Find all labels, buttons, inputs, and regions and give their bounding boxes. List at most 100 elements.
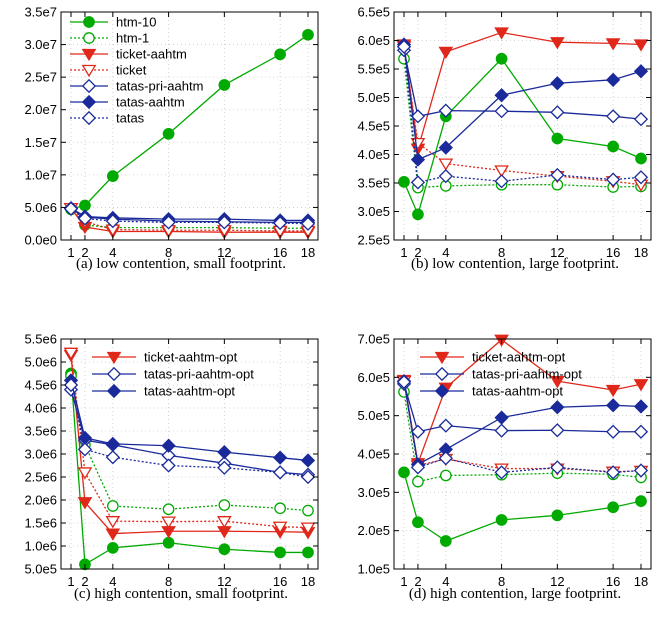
data-point (272, 450, 288, 465)
y-tick-label: 3.0e7 (24, 37, 57, 52)
y-tick-label: 1.5e7 (24, 135, 57, 150)
series (396, 374, 649, 480)
y-tick-label: 3.0e5 (357, 485, 390, 500)
y-tick-label: 5.0e5 (24, 562, 57, 577)
data-point (550, 460, 565, 475)
legend-marker (81, 64, 97, 78)
data-point (605, 109, 621, 124)
data-point (550, 376, 565, 389)
x-tick-label: 18 (301, 245, 315, 260)
y-tick-label: 1.0e5 (357, 562, 390, 577)
x-tick-label: 8 (165, 245, 172, 260)
data-point (494, 88, 509, 103)
data-point (274, 502, 286, 515)
series (396, 43, 649, 127)
legend-marker (81, 78, 97, 94)
data-point (396, 374, 412, 390)
series (396, 39, 649, 190)
data-point (635, 495, 647, 507)
y-tick-label: 2.5e6 (24, 470, 57, 485)
x-tick-label: 4 (109, 245, 116, 260)
y-tick-label: 3.0e6 (24, 447, 57, 462)
y-tick-label: 2.5e7 (24, 70, 57, 85)
chart-panel: 2.5e5 3.0e5 3.5e5 4.0e5 4.5e5 5.0e5 5.5e5 6.0e5… (357, 5, 652, 272)
legend-label: tatas-pri-aahtm-opt (144, 367, 254, 382)
data-point (272, 521, 288, 534)
data-point (439, 535, 452, 547)
y-tick-label: 4.0e6 (24, 401, 57, 416)
series (63, 201, 316, 231)
data-point (300, 216, 316, 231)
y-tick-label: 5.0e6 (24, 200, 57, 215)
data-point (605, 172, 621, 187)
series (63, 377, 316, 485)
data-point (217, 445, 232, 460)
x-tick-label: 4 (442, 574, 449, 589)
series (396, 27, 649, 156)
legend-marker (434, 366, 450, 382)
x-tick-label: 2 (414, 574, 421, 589)
data-point (300, 469, 316, 485)
series-line (403, 46, 642, 184)
series-line (403, 57, 642, 217)
legend-label: ticket-aahtm-opt (472, 350, 566, 365)
legend-marker (106, 383, 122, 399)
x-tick-label: 16 (606, 245, 620, 260)
legend-label: tatas-pri-aahtm (116, 79, 203, 94)
y-tick-label: 4.0e5 (357, 147, 390, 162)
data-point (105, 450, 120, 465)
data-point (63, 377, 79, 393)
data-point (77, 497, 93, 510)
data-point (105, 436, 120, 451)
data-point (438, 46, 454, 60)
data-point (412, 516, 424, 529)
data-point (217, 516, 232, 529)
legend: ticket-aahtm-opt tatas-pri-aahtm-opt tatas… (420, 350, 582, 399)
series-line (403, 58, 642, 189)
x-tick-label: 16 (273, 245, 287, 260)
data-point (633, 64, 649, 79)
data-point (494, 410, 509, 425)
y-tick-label: 2.0e7 (24, 102, 57, 117)
data-point (162, 536, 175, 549)
data-point (438, 103, 453, 118)
data-point (106, 541, 119, 554)
data-point (550, 37, 565, 50)
series (396, 37, 649, 167)
legend-label: tatas-pri-aahtm-opt (472, 367, 582, 382)
series-line (403, 50, 642, 120)
data-point (410, 460, 426, 475)
x-tick-label: 8 (498, 245, 505, 260)
data-point (218, 543, 231, 556)
chart-caption: (b) low contention, large footprint. (411, 256, 619, 272)
y-tick-label: 1.0e6 (24, 539, 57, 554)
legend-marker (81, 48, 97, 62)
y-tick-label: 0.0e0 (24, 233, 57, 248)
x-tick-label: 12 (217, 574, 231, 589)
series (398, 466, 647, 547)
data-point (438, 140, 453, 155)
data-point (63, 347, 79, 360)
x-tick-label: 4 (109, 574, 116, 589)
data-point (494, 27, 509, 40)
data-point (302, 546, 314, 559)
data-point (410, 109, 426, 124)
y-tick-label: 4.0e5 (357, 447, 390, 462)
data-point (550, 167, 565, 183)
legend-label: htm-10 (116, 15, 156, 30)
data-point (494, 465, 509, 480)
data-point (412, 475, 424, 488)
y-tick-label: 6.0e5 (357, 370, 390, 385)
chart-caption: (c) high contention, small footprint. (74, 586, 288, 602)
data-point (633, 379, 649, 392)
x-tick-label: 2 (81, 574, 88, 589)
data-point (633, 112, 649, 127)
data-point (79, 199, 91, 212)
data-point (77, 467, 93, 480)
data-point (605, 72, 621, 87)
x-tick-label: 2 (81, 245, 88, 260)
data-point (105, 516, 121, 529)
data-point (494, 174, 509, 189)
data-point (217, 460, 232, 475)
